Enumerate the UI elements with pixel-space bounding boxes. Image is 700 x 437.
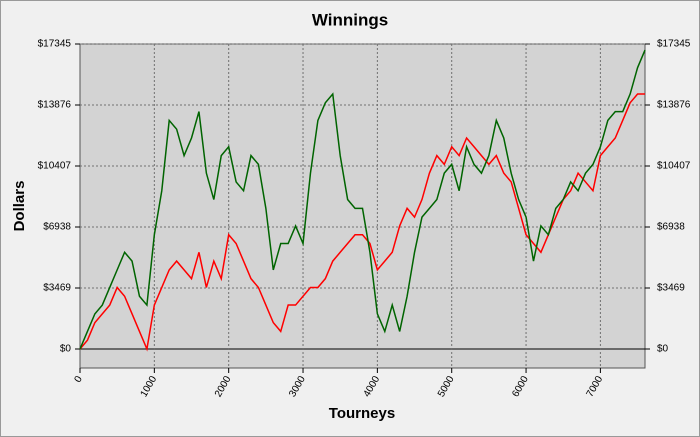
y-tick-label: $0 [60, 344, 72, 355]
y-tick-label: $10407 [38, 161, 72, 172]
y2-tick-label: $13876 [657, 100, 691, 111]
y2-tick-label: $6938 [657, 222, 685, 233]
x-tick-label: 0 [73, 374, 86, 385]
y-axis-label: Dollars [11, 181, 28, 232]
y2-tick-label: $0 [657, 344, 669, 355]
plot-area [79, 43, 646, 369]
series-line [79, 49, 646, 350]
series-line [79, 93, 645, 352]
x-axis-label: Tourneys [329, 405, 395, 422]
y-tick-label: $17345 [38, 39, 72, 50]
y2-tick-label: $3469 [657, 283, 685, 294]
y-tick-label: $13876 [38, 100, 72, 111]
chart-title: Winnings [312, 10, 388, 29]
y-tick-label: $3469 [43, 283, 71, 294]
y-tick-label: $6938 [43, 222, 71, 233]
y2-tick-label: $10407 [657, 161, 691, 172]
y2-tick-label: $17345 [657, 39, 691, 50]
